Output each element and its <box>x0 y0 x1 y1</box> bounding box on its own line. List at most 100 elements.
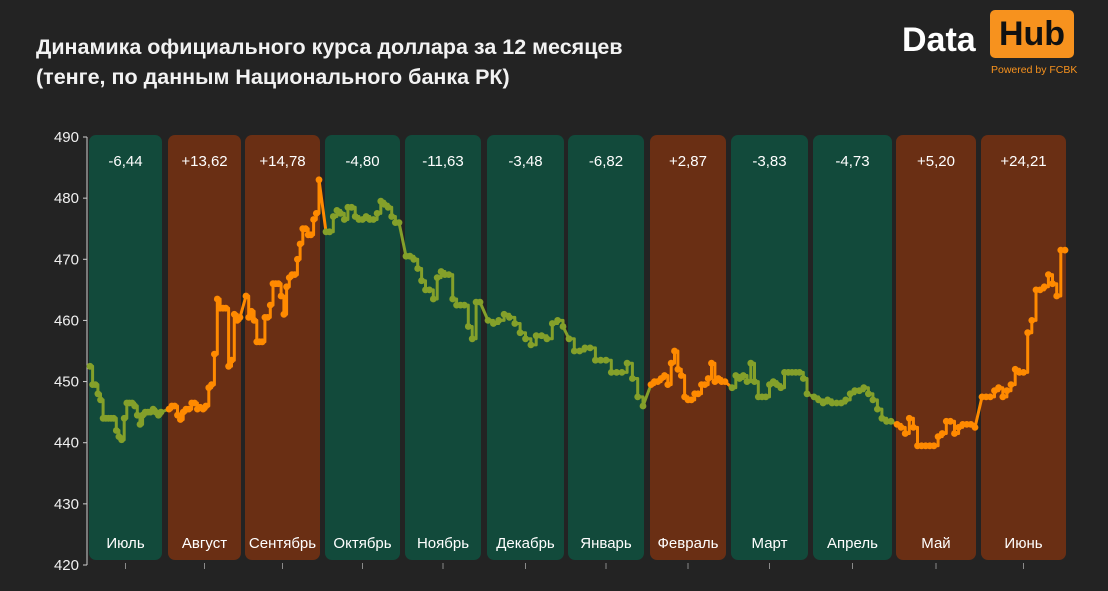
data-point <box>1049 280 1056 288</box>
y-tick-label: 450 <box>54 374 79 391</box>
data-point <box>384 203 392 211</box>
data-point <box>112 427 120 434</box>
rate-line-series <box>86 176 1069 450</box>
data-point <box>554 317 561 324</box>
data-point <box>543 335 551 343</box>
data-point <box>464 323 472 330</box>
month-bands <box>89 135 1066 560</box>
data-point <box>597 356 605 364</box>
data-point <box>275 280 282 288</box>
data-point <box>751 378 758 385</box>
data-point <box>938 430 946 437</box>
data-point <box>860 384 868 392</box>
data-point <box>677 372 685 379</box>
data-point <box>586 344 594 352</box>
data-point <box>348 203 355 211</box>
data-point <box>291 271 299 278</box>
data-point <box>329 213 337 220</box>
data-point <box>661 372 668 379</box>
data-point <box>283 283 290 291</box>
data-point <box>629 375 636 382</box>
data-point <box>426 286 433 294</box>
month-band <box>487 135 564 560</box>
data-point <box>506 314 513 321</box>
month-band <box>650 135 726 560</box>
data-point <box>307 231 315 239</box>
month-delta-label: +24,21 <box>1000 153 1046 170</box>
month-band <box>405 135 481 560</box>
data-point <box>245 314 253 321</box>
data-point <box>522 335 529 343</box>
data-point <box>236 314 244 321</box>
data-point <box>157 408 165 416</box>
data-point <box>708 359 715 367</box>
data-point <box>602 356 610 364</box>
data-point <box>484 317 492 324</box>
data-point <box>110 414 118 422</box>
data-point <box>576 347 583 355</box>
month-name-label: Октябрь <box>333 535 391 552</box>
data-point <box>995 384 1002 392</box>
data-point <box>799 375 807 382</box>
month-name-label: Февраль <box>658 535 719 552</box>
data-point <box>340 216 348 223</box>
data-point <box>213 295 221 303</box>
data-point <box>910 424 917 431</box>
month-delta-label: -6,44 <box>108 153 142 170</box>
month-band <box>813 135 892 560</box>
chart-title: Динамика официального курса доллара за 1… <box>36 32 623 92</box>
month-band <box>325 135 400 560</box>
data-point <box>634 393 642 401</box>
data-point <box>449 295 457 303</box>
data-point <box>294 255 301 263</box>
data-point <box>310 216 317 223</box>
data-point <box>266 301 274 309</box>
month-band <box>896 135 976 560</box>
data-point <box>337 210 344 217</box>
data-point <box>971 424 979 431</box>
data-point <box>842 396 850 404</box>
y-tick-label: 470 <box>54 251 79 268</box>
y-tick-label: 480 <box>54 190 79 207</box>
data-point <box>242 292 250 300</box>
month-delta-label: +14,78 <box>259 153 305 170</box>
data-point <box>191 399 199 407</box>
month-band <box>245 135 320 560</box>
data-point <box>414 265 422 272</box>
data-point <box>118 436 125 444</box>
data-point <box>762 393 770 401</box>
data-point <box>94 390 102 398</box>
data-point <box>133 411 141 419</box>
data-point <box>1053 292 1061 300</box>
y-axis: 420 430 440 450 460 470 480 490 <box>54 129 1024 574</box>
month-name-label: Июнь <box>1004 535 1042 552</box>
month-name-label: Июль <box>106 535 144 552</box>
month-delta-label: +5,20 <box>917 153 955 170</box>
data-point <box>688 396 695 404</box>
data-point <box>429 295 437 303</box>
month-delta-label: -3,48 <box>508 153 542 170</box>
data-point <box>495 317 503 324</box>
data-point <box>777 384 785 392</box>
data-point <box>228 356 235 364</box>
data-point <box>581 344 589 352</box>
data-point <box>468 335 476 343</box>
data-point <box>1003 387 1011 395</box>
data-point <box>897 424 905 431</box>
data-point <box>701 381 709 388</box>
data-point <box>131 402 139 410</box>
month-delta-label: +2,87 <box>669 153 707 170</box>
data-point <box>248 307 255 315</box>
data-point <box>97 396 104 404</box>
month-name-label: Август <box>182 535 227 552</box>
data-point <box>986 393 994 401</box>
month-band <box>731 135 808 560</box>
data-point <box>225 362 233 370</box>
month-labels: -6,44 Июль +13,62 Август +14,78 Сентябрь -4,80… <box>106 153 1046 552</box>
month-band <box>981 135 1066 560</box>
logo-hub-badge: Hub <box>990 10 1074 58</box>
data-point <box>120 414 128 422</box>
month-delta-label: -4,73 <box>835 153 869 170</box>
data-point <box>250 317 258 324</box>
